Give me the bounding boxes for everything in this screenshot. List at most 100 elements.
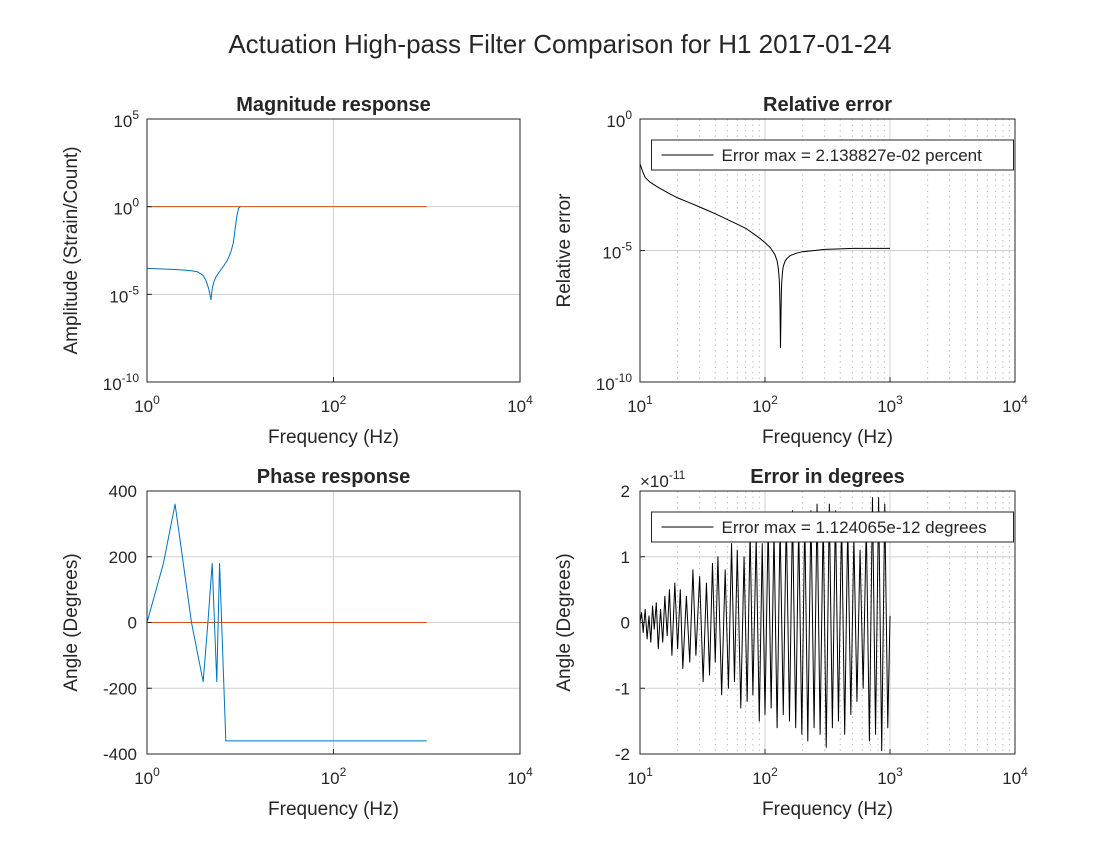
x-tick-label: 100	[134, 393, 160, 416]
series-line-1	[146, 503, 427, 742]
y-tick-label-exponent: 5	[132, 108, 139, 122]
x-tick-label-base: 10	[877, 769, 896, 788]
x-axis-label: Frequency (Hz)	[762, 427, 893, 448]
x-tick-label-base: 10	[321, 769, 340, 788]
x-tick-label: 102	[752, 765, 778, 788]
x-tick-label: 103	[877, 393, 903, 416]
y-tick-label-exponent: -5	[128, 283, 139, 297]
x-tick-label-base: 10	[877, 397, 896, 416]
tick-marks	[639, 490, 1016, 755]
y-tick-label: -200	[103, 679, 137, 698]
x-tick-label-base: 10	[507, 397, 526, 416]
y-tick-label-exponent: -10	[615, 371, 633, 385]
y-tick-label: 2	[621, 482, 630, 501]
series-line-1	[146, 206, 241, 301]
y-tick-label: 10-10	[596, 371, 633, 394]
x-tick-label: 102	[321, 765, 347, 788]
x-tick-label: 104	[1002, 765, 1028, 788]
tick-marks	[146, 118, 521, 383]
y-tick-label: 100	[606, 108, 632, 131]
x-tick-label-base: 10	[752, 397, 771, 416]
series-line-0	[639, 497, 891, 752]
y-tick-label: 105	[113, 108, 139, 131]
x-tick-label-exponent: 4	[1021, 393, 1028, 407]
y-tick-label: -2	[615, 745, 630, 764]
y-tick-label: 200	[109, 548, 137, 567]
x-tick-label-base: 10	[752, 769, 771, 788]
series-group	[639, 497, 891, 752]
x-tick-label-exponent: 3	[896, 765, 903, 779]
x-tick-label-exponent: 4	[1021, 765, 1028, 779]
y-tick-label-exponent: -5	[621, 240, 632, 254]
y-tick-label-base: 10	[109, 287, 128, 306]
tick-marks	[146, 490, 521, 755]
y-exponent-label: ×10-11	[640, 468, 686, 491]
y-tick-label: 0	[128, 614, 137, 633]
x-tick-label-exponent: 2	[340, 393, 347, 407]
y-exponent-label-base: ×10	[640, 472, 669, 491]
x-axis-label: Frequency (Hz)	[268, 427, 399, 448]
x-tick-label-base: 10	[507, 769, 526, 788]
legend-label: Error max = 2.138827e-02 percent	[722, 146, 983, 165]
series-group	[639, 163, 890, 349]
x-tick-label: 102	[321, 393, 347, 416]
y-tick-label-exponent: 0	[625, 108, 632, 122]
x-tick-label: 101	[627, 393, 653, 416]
chart-title: Relative error	[763, 94, 892, 116]
legend: Error max = 2.138827e-02 percent	[651, 139, 1014, 171]
x-tick-label-exponent: 2	[771, 393, 778, 407]
x-tick-label-base: 10	[1002, 769, 1021, 788]
y-tick-label: 10-5	[602, 240, 632, 263]
y-tick-label: 100	[113, 196, 139, 219]
y-tick-label-base: 10	[596, 375, 615, 394]
y-tick-label-exponent: 0	[132, 196, 139, 210]
y-axis-label: Angle (Degrees)	[554, 553, 575, 691]
x-tick-label-base: 10	[321, 397, 340, 416]
x-tick-label-exponent: 2	[340, 765, 347, 779]
x-axis-label: Frequency (Hz)	[268, 799, 399, 820]
y-tick-label: -400	[103, 745, 137, 764]
x-tick-label-exponent: 0	[153, 765, 160, 779]
x-tick-label-base: 10	[627, 769, 646, 788]
y-axis-label: Angle (Degrees)	[61, 553, 82, 691]
series-group	[146, 206, 427, 301]
x-tick-label: 101	[627, 765, 653, 788]
y-tick-label-base: 10	[602, 244, 621, 263]
x-tick-label-exponent: 2	[771, 765, 778, 779]
x-tick-label-exponent: 3	[896, 393, 903, 407]
y-tick-label-base: 10	[113, 112, 132, 131]
y-tick-label: 10-10	[103, 371, 140, 394]
x-tick-label: 104	[507, 765, 533, 788]
figure-title: Actuation High-pass Filter Comparison fo…	[228, 29, 891, 59]
x-tick-label: 104	[507, 393, 533, 416]
x-tick-label: 102	[752, 393, 778, 416]
y-tick-label-base: 10	[113, 200, 132, 219]
y-exponent-label-exponent: -11	[669, 468, 686, 482]
y-tick-label: 10-5	[109, 283, 139, 306]
y-tick-label-base: 10	[606, 112, 625, 131]
x-tick-label-exponent: 0	[153, 393, 160, 407]
x-tick-label: 100	[134, 765, 160, 788]
x-tick-label: 104	[1002, 393, 1028, 416]
chart-title: Phase response	[257, 466, 410, 488]
series-line-0	[639, 163, 890, 349]
x-tick-label-base: 10	[134, 397, 153, 416]
x-tick-label-exponent: 1	[646, 393, 653, 407]
x-tick-label-base: 10	[134, 769, 153, 788]
x-axis-label: Frequency (Hz)	[762, 799, 893, 820]
x-tick-label: 103	[877, 765, 903, 788]
x-tick-label-exponent: 1	[646, 765, 653, 779]
y-tick-label: 1	[621, 548, 630, 567]
x-tick-label-exponent: 4	[526, 393, 533, 407]
y-tick-label: -1	[615, 679, 630, 698]
x-tick-label-exponent: 4	[526, 765, 533, 779]
y-tick-label: 0	[621, 614, 630, 633]
legend: Error max = 1.124065e-12 degrees	[651, 511, 1014, 543]
